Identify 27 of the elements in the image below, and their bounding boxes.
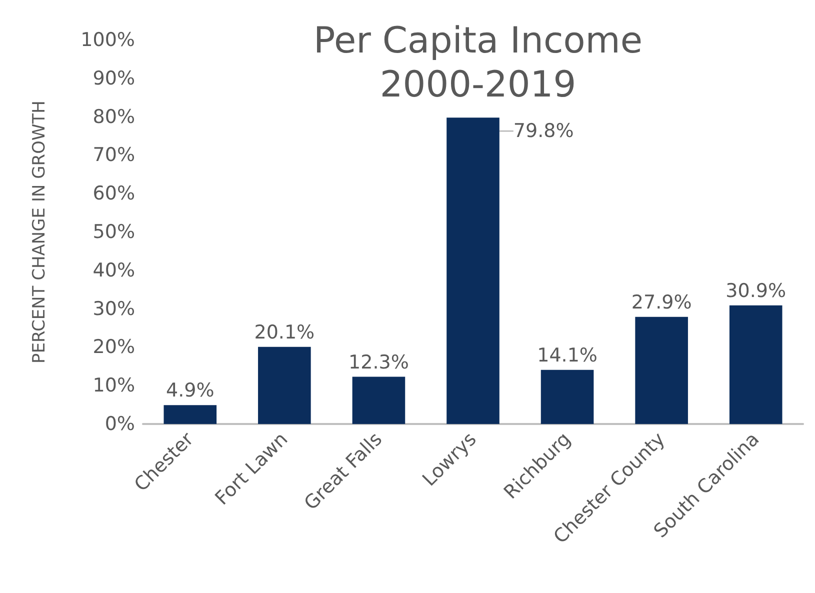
bar: [635, 316, 688, 424]
data-label: 27.9%: [631, 291, 692, 314]
bar: [729, 305, 782, 424]
y-tick-label: 80%: [92, 106, 135, 128]
y-axis-title: PERCENT CHANGE IN GROWTH: [30, 100, 50, 364]
chart-title: Per Capita Income 2000-2019: [314, 20, 642, 106]
y-tick-label: 90%: [92, 67, 135, 90]
y-tick-label: 60%: [92, 182, 135, 205]
bar: [164, 405, 217, 424]
bar: [540, 370, 594, 424]
data-label: 12.3%: [348, 351, 409, 374]
y-tick-label: 70%: [92, 144, 135, 166]
data-label: 79.8%: [513, 120, 574, 142]
y-tick-label: 30%: [92, 298, 135, 320]
y-tick-label: 50%: [92, 221, 135, 243]
y-tick-label: 100%: [80, 29, 135, 51]
bar: [258, 346, 311, 424]
y-tick-label: 40%: [92, 259, 135, 282]
y-tick-label: 0%: [104, 413, 135, 435]
y-tick-label: 20%: [92, 336, 135, 358]
data-label: 4.9%: [166, 380, 214, 402]
bar: [352, 376, 406, 424]
y-tick-label: 10%: [92, 374, 135, 397]
data-label: 14.1%: [537, 344, 598, 366]
data-label: 30.9%: [726, 280, 786, 302]
data-label: 20.1%: [254, 321, 315, 344]
bar: [446, 118, 500, 424]
